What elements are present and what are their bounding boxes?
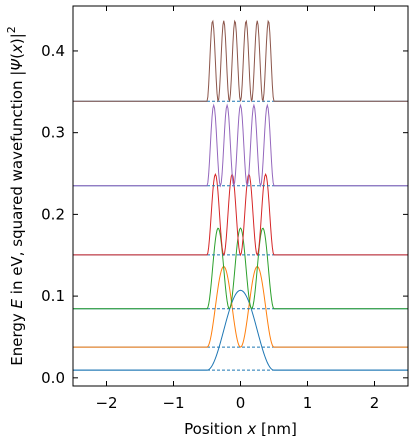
series-state-2 xyxy=(73,265,408,348)
series-state-5 xyxy=(73,103,408,188)
wavefunction-curve xyxy=(73,265,408,348)
series-state-6 xyxy=(73,19,408,103)
x-axis-label-variable: x xyxy=(246,420,256,438)
x-tick-label: 0 xyxy=(236,394,246,412)
wavefunction-curve xyxy=(73,227,408,310)
y-axis-label-part: ( xyxy=(8,53,26,59)
y-axis-label-part: )| xyxy=(8,33,26,44)
plot-area xyxy=(73,19,408,371)
x-axis-label-part: Position xyxy=(184,420,247,438)
series-state-4 xyxy=(73,173,408,257)
x-axis-label-part: [nm] xyxy=(256,420,297,438)
series-state-1 xyxy=(73,289,408,371)
y-tick-label: 0.3 xyxy=(41,124,65,142)
series-state-3 xyxy=(73,227,408,310)
axes-frame xyxy=(72,5,409,387)
x-axis-label: Position x [nm] xyxy=(184,420,297,438)
wavefunction-curve xyxy=(73,289,408,371)
wavefunction-curve xyxy=(73,103,408,188)
ticks: −2 −1 0 1 2 0.0 0.1 0.2 0.3 0.4 xyxy=(41,6,408,412)
y-tick-label: 0.2 xyxy=(41,205,65,223)
wavefunction-curve xyxy=(73,19,408,103)
x-tick-label: 1 xyxy=(303,394,313,412)
y-axis-label-variable: x xyxy=(8,44,26,54)
x-tick-label: 2 xyxy=(370,394,380,412)
y-axis-label-variable: E xyxy=(8,298,26,308)
x-tick-label: −2 xyxy=(95,394,117,412)
y-tick-label: 0.4 xyxy=(41,42,65,60)
y-tick-label: 0.0 xyxy=(41,369,65,387)
wavefunction-curve xyxy=(73,173,408,257)
x-tick-label: −1 xyxy=(162,394,184,412)
y-axis-label-variable: Ψ xyxy=(8,58,26,71)
y-axis-label-part: in eV, squared wavefunction | xyxy=(8,71,26,299)
y-axis-label-superscript: 2 xyxy=(5,26,18,33)
y-axis-label-part: Energy xyxy=(8,308,26,365)
y-axis-label: Energy E in eV, squared wavefunction |Ψ(… xyxy=(5,26,26,366)
y-tick-label: 0.1 xyxy=(41,287,65,305)
